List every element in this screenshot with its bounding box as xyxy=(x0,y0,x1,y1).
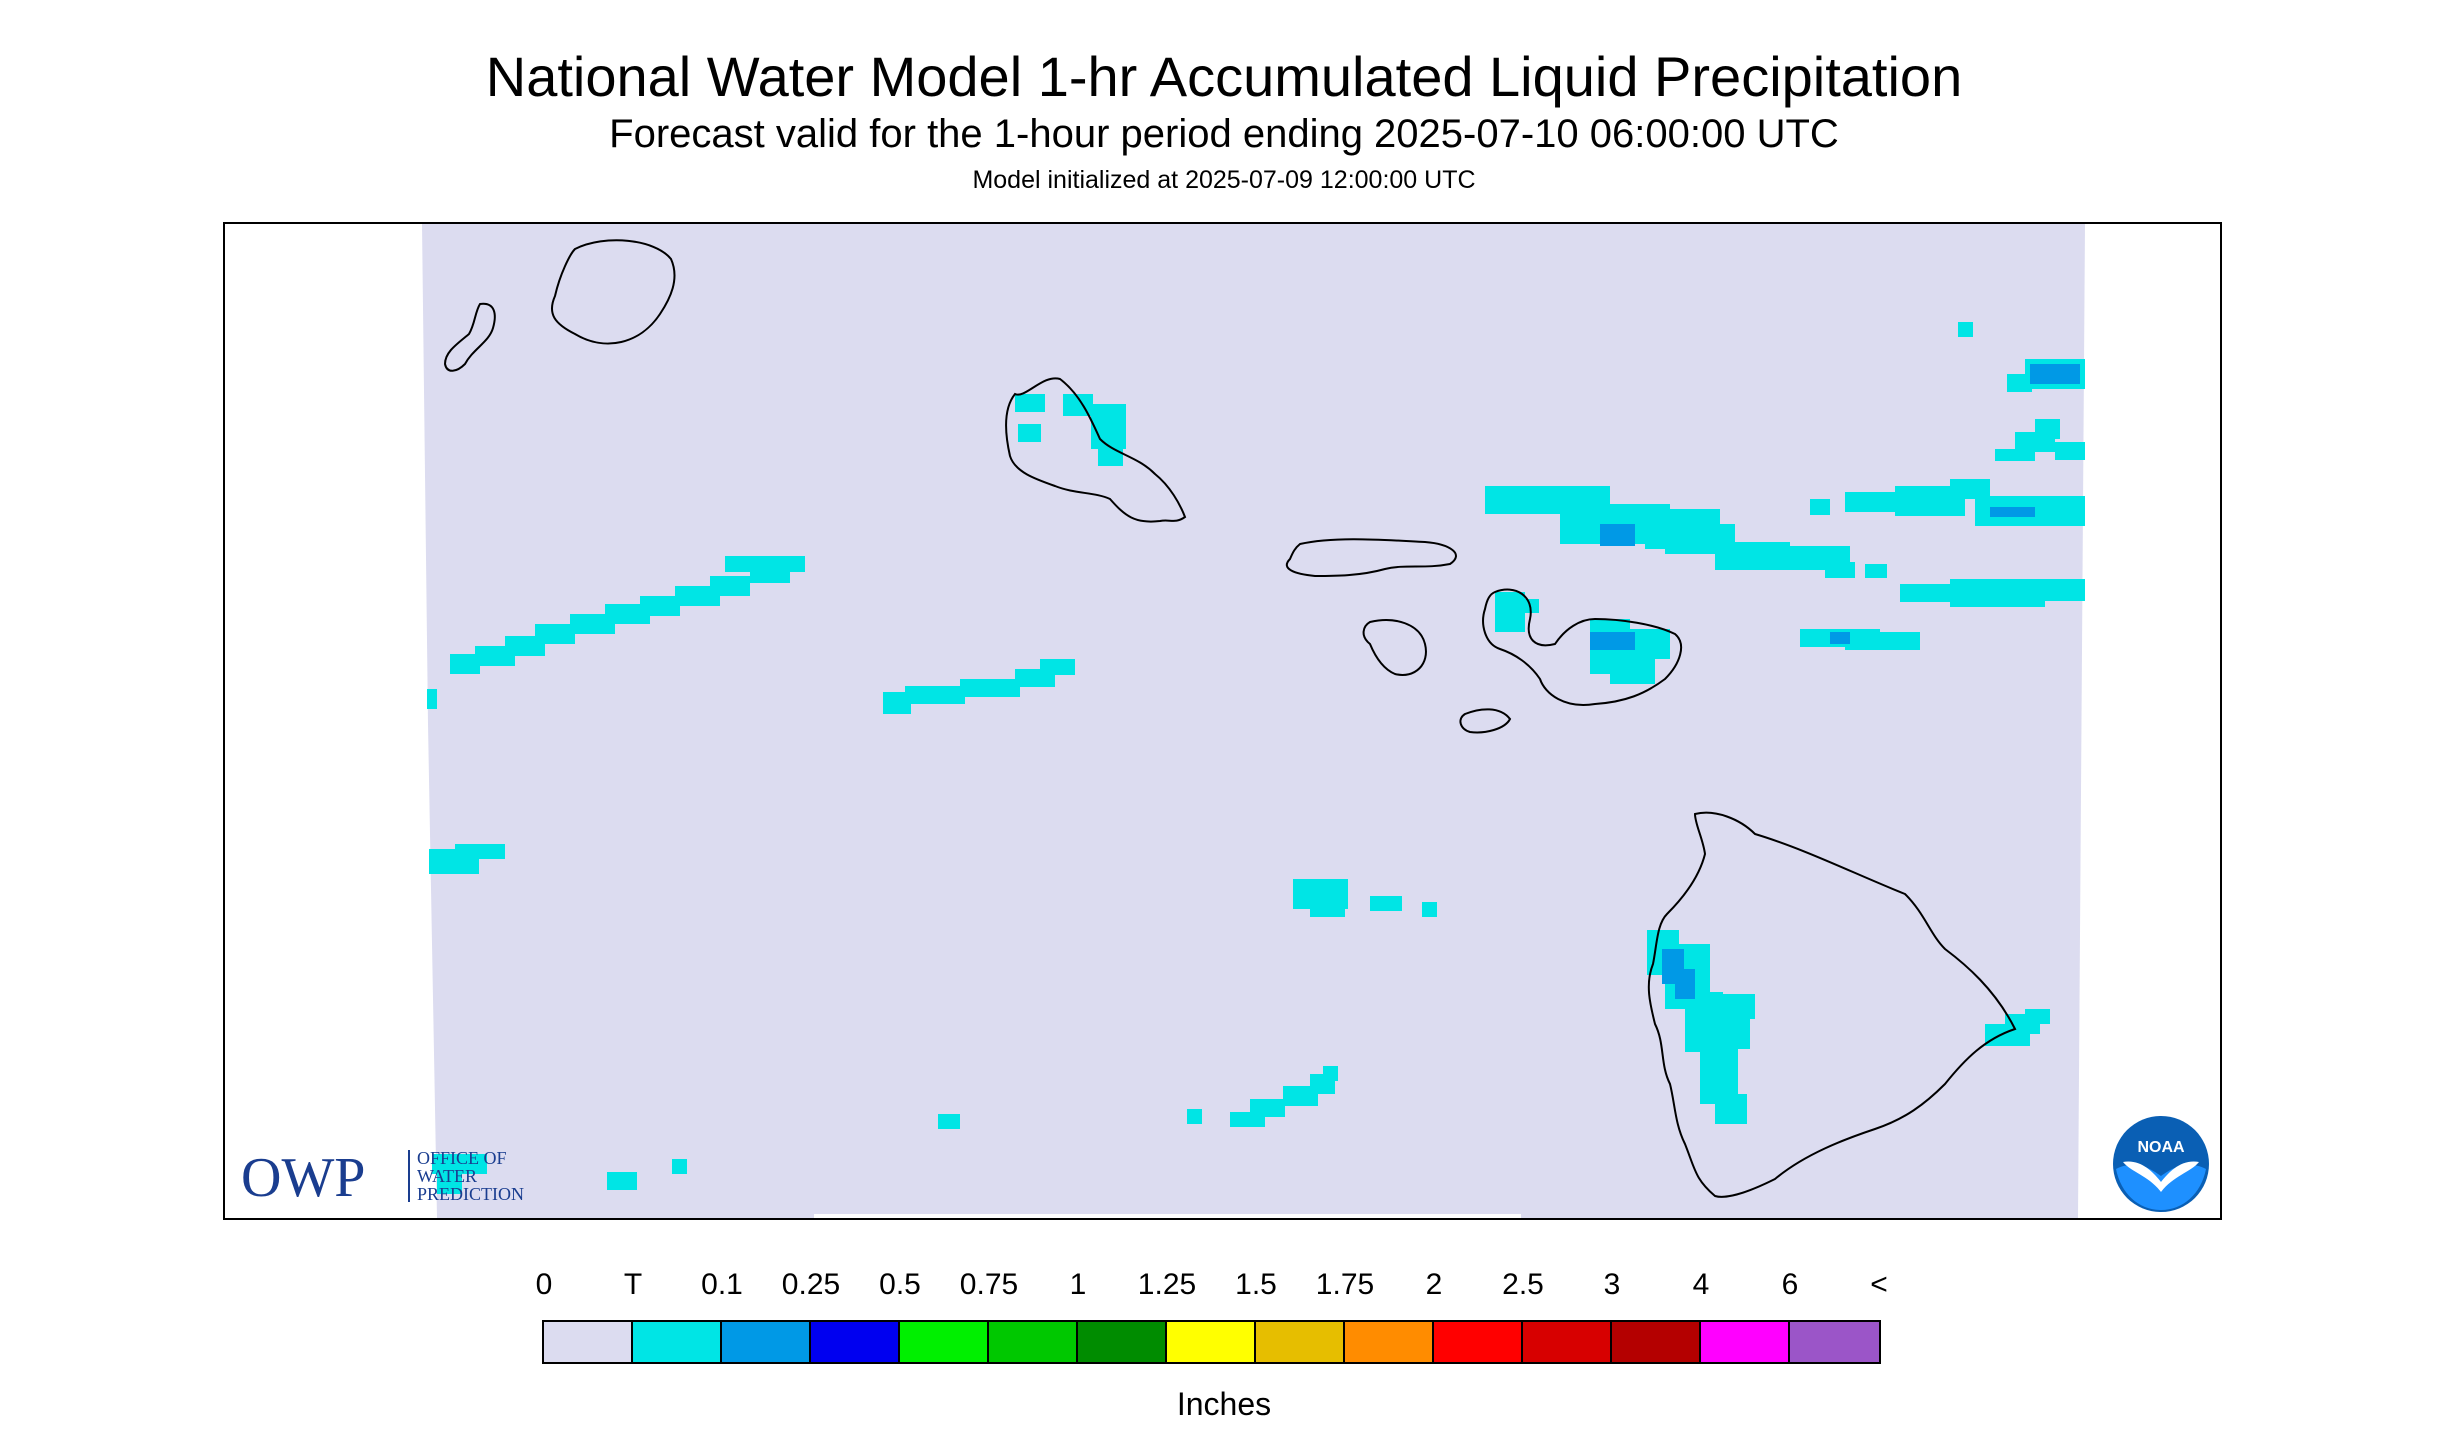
legend-swatch-4 xyxy=(900,1322,989,1362)
noaa-logo-graphic: NOAA xyxy=(2113,1116,2209,1212)
owp-logo: OWP OFFICE OF WATER PREDICTION xyxy=(241,1144,561,1209)
legend-label-2: 0.1 xyxy=(701,1268,743,1301)
owp-logo-letters: OWP xyxy=(241,1147,365,1204)
legend-label-1: T xyxy=(623,1268,643,1301)
coastlines xyxy=(443,239,2017,1198)
noaa-logo-letters: NOAA xyxy=(2137,1139,2185,1156)
legend-labels: 0 T 0.1 0.25 0.5 0.75 1 1.25 1.5 1.75 2 2.5 3 4 6 < xyxy=(0,1268,2448,1308)
legend-units-label: Inches xyxy=(1176,1386,1272,1422)
legend-label-5: 0.75 xyxy=(959,1268,1019,1301)
legend-label-9: 1.75 xyxy=(1315,1268,1375,1301)
owp-logo-line3: PREDICTION xyxy=(417,1184,524,1204)
precipitation-map: OWP OFFICE OF WATER PREDICTION NOAA xyxy=(223,222,2222,1220)
legend-swatch-5 xyxy=(989,1322,1078,1362)
legend-label-6: 1 xyxy=(1069,1268,1087,1301)
precip-trace-cells xyxy=(427,322,2085,1194)
legend-label-0: 0 xyxy=(535,1268,553,1301)
legend-label-4: 0.5 xyxy=(879,1268,921,1301)
map-subtitle: Forecast valid for the 1-hour period end… xyxy=(609,112,1839,156)
legend-label-12: 3 xyxy=(1603,1268,1621,1301)
legend-label-10: 2 xyxy=(1425,1268,1443,1301)
legend-swatch-2 xyxy=(722,1322,811,1362)
legend-label-13: 4 xyxy=(1692,1268,1710,1301)
legend-swatch-1 xyxy=(633,1322,722,1362)
legend-label-14: 6 xyxy=(1781,1268,1799,1301)
legend-color-bar xyxy=(542,1320,1881,1364)
model-domain xyxy=(422,224,2085,1218)
legend-swatch-14 xyxy=(1790,1322,1879,1362)
legend-swatch-7 xyxy=(1167,1322,1256,1362)
legend-swatch-8 xyxy=(1256,1322,1345,1362)
owp-logo-line1: OFFICE OF xyxy=(417,1148,507,1168)
legend-swatch-11 xyxy=(1523,1322,1612,1362)
owp-logo-graphic: OWP OFFICE OF WATER PREDICTION xyxy=(241,1147,524,1209)
legend-swatch-0 xyxy=(544,1322,633,1362)
legend-label-15: < xyxy=(1870,1268,1888,1301)
legend-swatch-10 xyxy=(1434,1322,1523,1362)
map-canvas xyxy=(422,224,2085,1218)
legend-swatch-3 xyxy=(811,1322,900,1362)
legend-label-11: 2.5 xyxy=(1502,1268,1544,1301)
precip-light-cells xyxy=(1590,364,2080,999)
legend-swatch-9 xyxy=(1345,1322,1434,1362)
noaa-logo: NOAA xyxy=(2111,1114,2211,1214)
map-title: National Water Model 1-hr Accumulated Li… xyxy=(485,45,1963,108)
legend-label-8: 1.5 xyxy=(1235,1268,1277,1301)
legend-swatch-6 xyxy=(1078,1322,1167,1362)
legend-label-3: 0.25 xyxy=(781,1268,841,1301)
legend-label-7: 1.25 xyxy=(1137,1268,1197,1301)
owp-logo-line2: WATER xyxy=(417,1166,477,1186)
legend-swatch-13 xyxy=(1701,1322,1790,1362)
model-init-time: Model initialized at 2025-07-09 12:00:00… xyxy=(972,166,1476,194)
legend-swatch-12 xyxy=(1612,1322,1701,1362)
